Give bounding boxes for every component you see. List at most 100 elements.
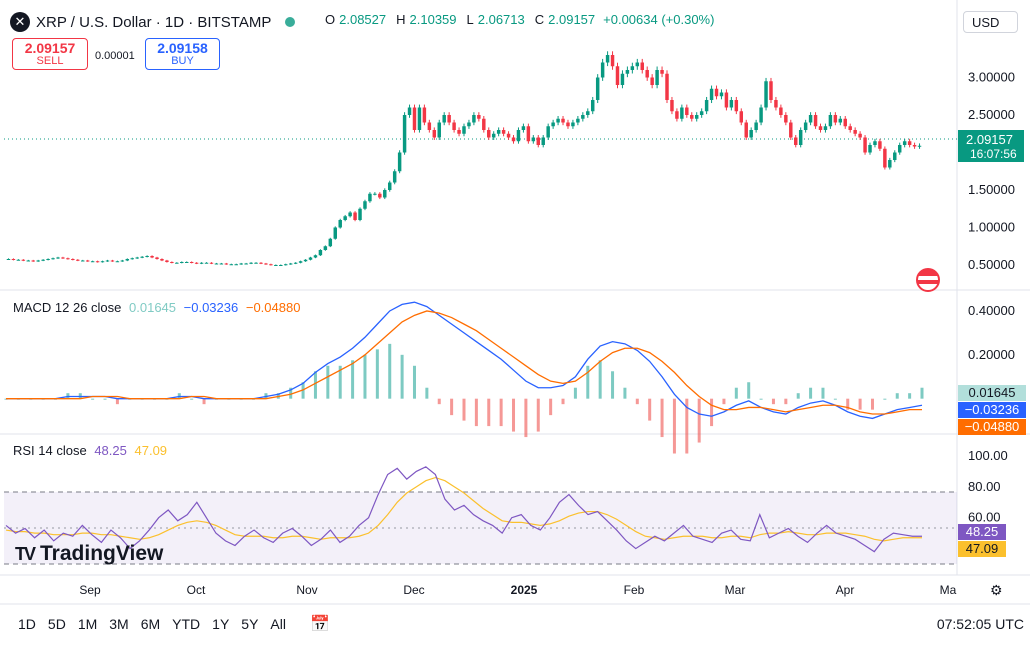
buy-button[interactable]: 2.09158 BUY	[145, 38, 220, 70]
candle-body	[482, 118, 486, 130]
timeframe-3m-button[interactable]: 3M	[109, 616, 129, 632]
timeframe-1d-button[interactable]: 1D	[18, 616, 36, 632]
candle-body	[76, 259, 80, 261]
candle-body	[670, 100, 674, 112]
signal-line	[6, 310, 922, 415]
macd-value-badge	[958, 419, 1026, 435]
candle-body	[610, 55, 615, 67]
candle-body	[531, 137, 536, 142]
candle-body	[536, 137, 541, 145]
macd-legend[interactable]: MACD 12 26 close 0.01645 −0.03236 −0.048…	[13, 300, 300, 315]
timeframe-6m-button[interactable]: 6M	[140, 616, 161, 632]
low-value: 2.06713	[477, 12, 525, 27]
macd-badge-label: 0.01645	[969, 385, 1016, 400]
candle-body	[897, 145, 902, 153]
macd-histogram-bar	[784, 398, 788, 405]
candle-body	[308, 257, 313, 260]
currency-select[interactable]: USD	[963, 11, 1018, 33]
candle-body	[779, 107, 783, 115]
low-label: L	[466, 12, 474, 27]
macd-histogram-bar	[499, 398, 503, 427]
candle-body	[759, 107, 763, 123]
rsi-title: RSI 14 close	[13, 443, 87, 458]
candle-body	[655, 70, 659, 85]
candle-body	[640, 62, 644, 70]
candle-body	[704, 100, 709, 112]
timeframe-all-button[interactable]: All	[270, 616, 286, 632]
settings-gear-icon[interactable]: ⚙	[990, 582, 1003, 598]
timeframe-1m-button[interactable]: 1M	[77, 616, 98, 632]
macd-histogram-bar	[796, 393, 800, 399]
macd-histogram-bar	[536, 398, 540, 432]
macd-histogram-bar	[895, 393, 899, 399]
timeframe-5y-button[interactable]: 5Y	[241, 616, 259, 632]
macd-histogram-bar	[524, 398, 528, 438]
candle-body	[724, 92, 729, 108]
open-label: O	[325, 12, 336, 27]
candle-body	[561, 118, 565, 123]
rsi-band	[4, 492, 957, 564]
macd-pane	[4, 301, 924, 454]
macd-histogram-bar	[573, 387, 577, 399]
macd-histogram-bar	[363, 354, 367, 399]
candle-body	[125, 259, 130, 261]
candle-body	[501, 130, 506, 134]
candle-body	[566, 122, 570, 127]
time-tick-label: Dec	[403, 583, 424, 597]
macd-histogram-bar	[771, 398, 775, 405]
candle-body	[893, 152, 897, 160]
candle-body	[85, 260, 90, 262]
candle-body	[229, 264, 234, 266]
sell-button[interactable]: 2.09157 SELL	[12, 38, 88, 70]
timeframe-1y-button[interactable]: 1Y	[212, 616, 230, 632]
candle-body	[160, 259, 164, 261]
candle-body	[551, 122, 555, 127]
candle-body	[274, 265, 278, 266]
date-range-icon[interactable]: 📅	[309, 616, 330, 633]
macd-histogram-bar	[375, 349, 379, 399]
macd-histogram-bar	[512, 398, 516, 432]
candle-body	[397, 152, 402, 172]
candle-body	[581, 115, 585, 119]
macd-histogram-bar	[388, 343, 392, 399]
candle-body	[660, 70, 664, 74]
us-flag-icon[interactable]	[916, 268, 940, 292]
candle-body	[373, 193, 377, 195]
candle-body	[363, 201, 367, 209]
market-status-icon	[285, 17, 296, 27]
candle-body	[828, 115, 833, 127]
candle-body	[51, 258, 55, 260]
macd-value-badge	[958, 385, 1026, 401]
candle-body	[214, 263, 219, 265]
time-tick-label: Feb	[624, 583, 645, 597]
macd-histogram-bar	[289, 387, 293, 399]
candle-body	[452, 122, 456, 130]
candle-body	[323, 246, 328, 250]
macd-histogram-bar	[611, 371, 615, 399]
macd-histogram-bar	[635, 398, 639, 405]
symbol-header[interactable]: ✕ XRP / U.S. Dollar · 1D · BITSTAMP	[10, 10, 296, 34]
candle-body	[487, 130, 491, 138]
candle-body	[26, 260, 31, 262]
candle-body	[180, 262, 184, 263]
candle-body	[204, 262, 209, 264]
candle-body	[209, 262, 214, 264]
sell-label: SELL	[36, 55, 64, 67]
candle-body	[412, 107, 417, 130]
close-value: 2.09157	[548, 12, 596, 27]
axes: 3.00000 2.50000 1.50000 1.00000 0.50000 2.091…	[79, 70, 1026, 597]
candle-body	[605, 55, 610, 63]
candle-body	[685, 107, 689, 115]
symbol-title: XRP / U.S. Dollar · 1D · BITSTAMP	[36, 13, 272, 31]
candle-body	[244, 263, 248, 265]
rsi-legend[interactable]: RSI 14 close 48.25 47.09	[13, 443, 167, 458]
macd-value-badge	[958, 402, 1026, 418]
timeframe-ytd-button[interactable]: YTD	[172, 616, 201, 632]
candle-body	[774, 100, 778, 108]
candle-body	[284, 264, 288, 266]
timeframe-5d-button[interactable]: 5D	[47, 616, 66, 632]
candle-body	[328, 238, 333, 247]
macd-histogram-bar	[91, 398, 95, 400]
signal-value: −0.04880	[245, 300, 301, 315]
